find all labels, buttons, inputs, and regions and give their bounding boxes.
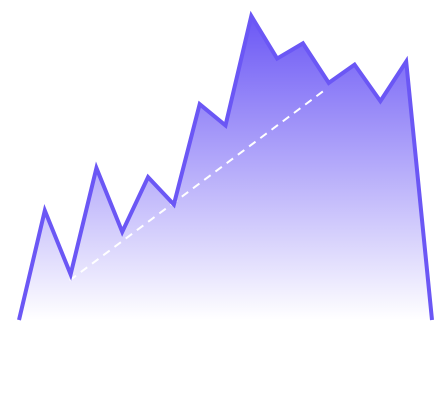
data-point-11 <box>301 41 305 45</box>
data-point-15 <box>404 60 408 64</box>
chart-marks <box>17 10 434 322</box>
data-point-5 <box>146 175 150 179</box>
data-point-1 <box>43 209 47 213</box>
data-point-13 <box>353 63 357 67</box>
data-point-7 <box>198 102 202 106</box>
trend-line <box>68 88 327 282</box>
data-point-2 <box>69 272 73 276</box>
data-point-12 <box>327 81 331 85</box>
data-point-14 <box>378 99 382 103</box>
data-point-0 <box>17 318 21 322</box>
data-point-10 <box>275 57 279 61</box>
data-point-6 <box>172 202 176 206</box>
data-point-16 <box>430 318 434 322</box>
area-fill <box>19 16 432 320</box>
data-point-4 <box>120 230 124 234</box>
data-point-8 <box>224 123 228 127</box>
data-point-9 <box>249 14 253 18</box>
series-line <box>17 10 434 321</box>
data-point-3 <box>94 166 98 170</box>
